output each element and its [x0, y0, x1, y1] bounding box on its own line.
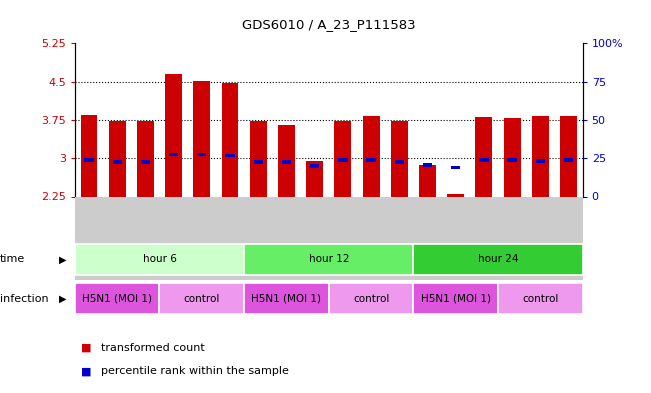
Text: infection: infection [0, 294, 49, 304]
Bar [564, 158, 573, 162]
Bar [159, 283, 244, 314]
Bar [413, 244, 583, 275]
Bar [419, 165, 436, 196]
Bar [532, 116, 549, 196]
Bar [113, 160, 122, 164]
Bar [221, 83, 238, 196]
Bar [479, 158, 488, 162]
Text: hour 12: hour 12 [309, 254, 349, 264]
Bar [508, 158, 517, 162]
Bar [250, 121, 267, 196]
Bar [81, 115, 98, 196]
Bar [193, 81, 210, 196]
Bar [137, 121, 154, 196]
Bar [475, 118, 492, 196]
Bar [391, 121, 408, 196]
Bar [310, 164, 319, 168]
Text: ■: ■ [81, 366, 92, 376]
Bar [367, 158, 376, 162]
Bar [85, 158, 94, 162]
Text: H5N1 (MOI 1): H5N1 (MOI 1) [251, 294, 322, 304]
Bar [75, 283, 159, 314]
Text: ▶: ▶ [59, 294, 66, 304]
Bar [504, 118, 521, 196]
Bar [244, 283, 329, 314]
Text: ▶: ▶ [59, 254, 66, 264]
Bar [282, 160, 291, 164]
Bar [109, 121, 126, 196]
Bar [423, 163, 432, 167]
Bar [335, 121, 352, 196]
Text: ■: ■ [81, 343, 92, 353]
Bar [560, 116, 577, 196]
Text: H5N1 (MOI 1): H5N1 (MOI 1) [421, 294, 491, 304]
Bar [278, 125, 295, 196]
Bar [329, 283, 413, 314]
Bar [451, 165, 460, 169]
Text: time: time [0, 254, 25, 264]
Bar [254, 160, 263, 164]
Bar [141, 160, 150, 164]
Text: control: control [522, 294, 559, 304]
Bar [225, 154, 234, 158]
Text: GDS6010 / A_23_P111583: GDS6010 / A_23_P111583 [242, 18, 415, 31]
Bar [395, 160, 404, 164]
Text: control: control [184, 294, 220, 304]
Bar [447, 194, 464, 196]
Text: percentile rank within the sample: percentile rank within the sample [101, 366, 289, 376]
Text: hour 24: hour 24 [478, 254, 518, 264]
Bar [165, 74, 182, 196]
Bar [363, 116, 380, 196]
Text: transformed count: transformed count [101, 343, 204, 353]
Text: control: control [353, 294, 389, 304]
Bar [75, 244, 244, 275]
Bar [169, 153, 178, 156]
Text: hour 6: hour 6 [143, 254, 176, 264]
Bar [306, 161, 323, 196]
Bar [498, 283, 583, 314]
Bar [339, 158, 348, 162]
Text: H5N1 (MOI 1): H5N1 (MOI 1) [82, 294, 152, 304]
Bar [244, 244, 413, 275]
Bar [413, 283, 498, 314]
Bar [536, 159, 545, 163]
Bar [197, 153, 206, 156]
